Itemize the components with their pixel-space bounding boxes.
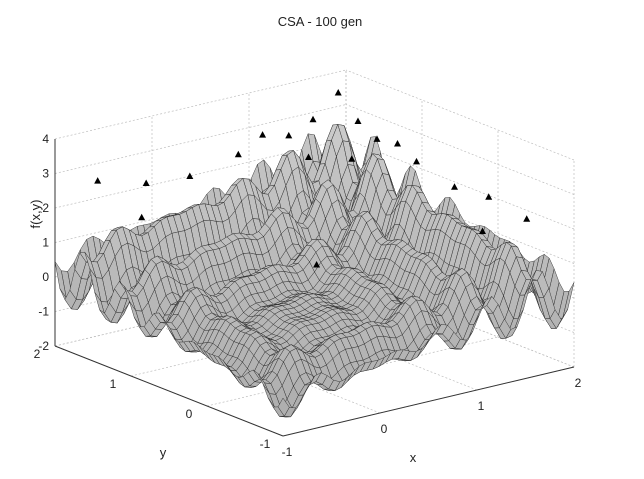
population-marker: [451, 183, 459, 190]
population-marker: [348, 155, 356, 162]
z-tick-label: 2: [42, 201, 49, 215]
z-tick-label: 1: [42, 236, 49, 250]
population-marker: [523, 215, 531, 222]
z-tick-label: -1: [38, 305, 49, 319]
population-marker: [334, 89, 342, 96]
gridline-z-side: [345, 69, 575, 161]
x-tick-label: 0: [381, 422, 388, 436]
chart-title: CSA - 100 gen: [278, 14, 363, 29]
population-marker: [394, 140, 402, 147]
x-axis-line: [282, 366, 575, 437]
y-tick-label: -1: [260, 437, 271, 451]
population-marker: [305, 153, 313, 160]
z-tick-label: 0: [42, 270, 49, 284]
z-tick-label: 3: [42, 167, 49, 181]
population-marker: [309, 115, 317, 123]
gridline-z-back: [54, 104, 347, 174]
gridline-z-side: [345, 104, 575, 195]
population-marker: [313, 260, 321, 268]
population-marker: [354, 117, 362, 125]
population-marker: [94, 177, 102, 184]
y-tick-label: 1: [110, 377, 117, 391]
population-marker: [413, 157, 421, 165]
gridline-z-back: [54, 138, 347, 209]
gridline-z-back: [54, 69, 347, 140]
population-marker: [138, 213, 146, 221]
surface-mesh: [54, 123, 575, 418]
population-marker: [478, 227, 486, 234]
population-marker: [142, 179, 150, 186]
x-tick-label: 1: [478, 399, 485, 413]
y-axis-label: y: [160, 445, 167, 460]
y-axis-line: [54, 345, 284, 437]
x-tick-label: -1: [282, 445, 293, 459]
gridline-z-side: [345, 138, 575, 230]
z-tick-label: 4: [42, 132, 49, 146]
population-marker: [373, 135, 381, 142]
population-marker: [186, 172, 194, 180]
y-tick-label: 2: [34, 347, 41, 361]
x-tick-label: 2: [575, 376, 582, 390]
population-marker: [485, 193, 493, 200]
population-marker: [259, 131, 267, 138]
population-marker: [234, 150, 242, 158]
surface-facet: [277, 397, 290, 417]
z-tick-label: -2: [38, 339, 49, 353]
population-markers: [94, 89, 531, 268]
y-tick-label: 0: [186, 407, 193, 421]
z-axis-label: f(x,y): [28, 200, 43, 229]
population-marker: [285, 131, 293, 139]
x-axis-label: x: [410, 450, 417, 465]
